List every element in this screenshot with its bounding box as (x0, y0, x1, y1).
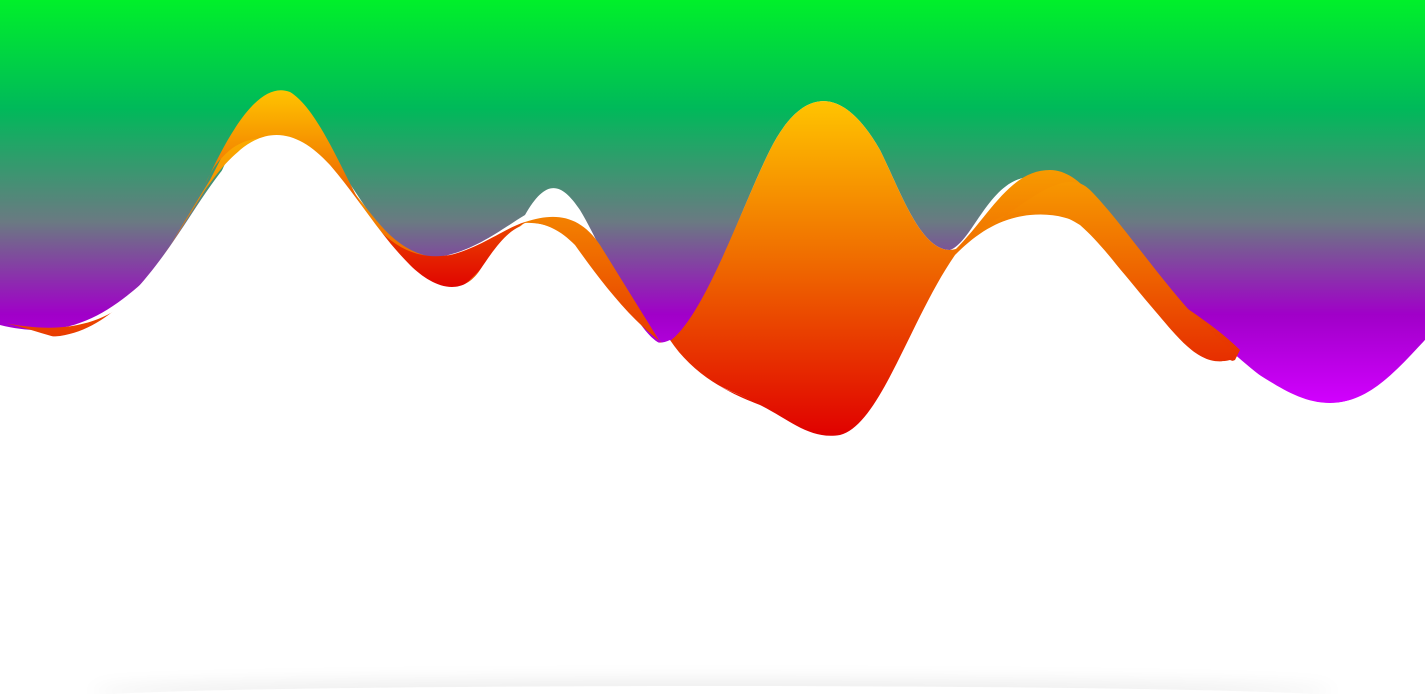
white-foreground-wave-layer (0, 134, 1425, 694)
orange-red-wave-main (663, 101, 1235, 438)
green-purple-gradient-fill (0, 0, 1425, 403)
